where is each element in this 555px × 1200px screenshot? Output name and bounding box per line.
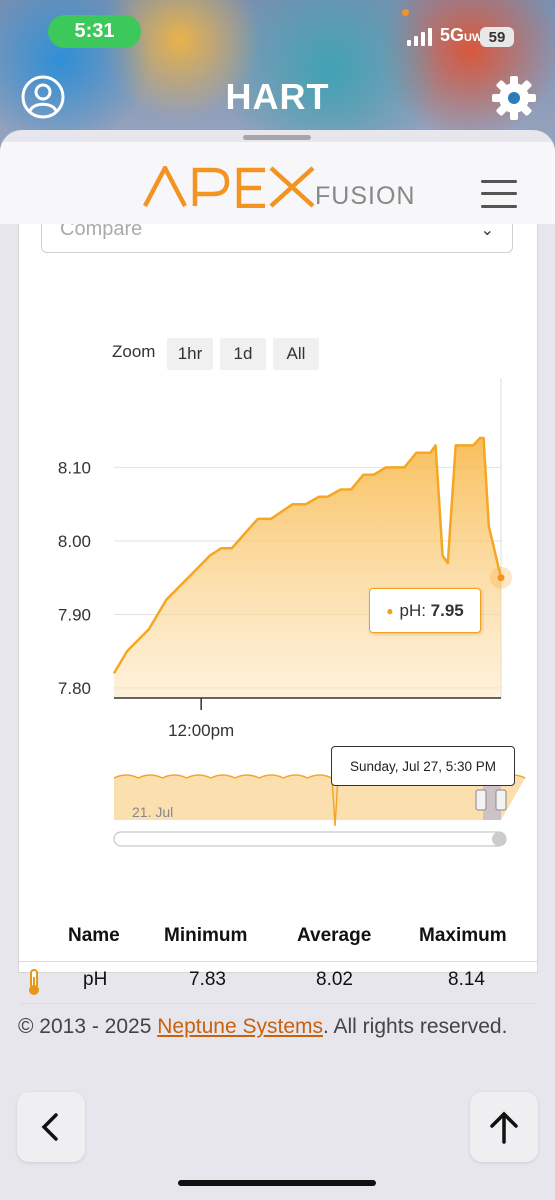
home-indicator[interactable] [178, 1180, 376, 1186]
row-avg: 8.02 [316, 969, 353, 990]
chart-tooltip: ● pH: 7.95 [369, 588, 481, 633]
page-title: HART [225, 76, 330, 117]
divider [19, 1003, 537, 1004]
y-tick-label: 7.90 [58, 605, 91, 624]
navigator-area [114, 775, 526, 820]
y-tick-label: 7.80 [58, 679, 91, 698]
scrollbar-thumb [492, 832, 506, 846]
crosshair-label: Sunday, Jul 27, 5:30 PM [331, 746, 515, 786]
apex-logo[interactable] [143, 166, 315, 208]
scroll-top-button[interactable] [470, 1092, 538, 1162]
fusion-label: FUSION [315, 182, 416, 210]
divider [19, 961, 537, 962]
hamburger-icon[interactable] [481, 180, 517, 208]
app-header: HART [0, 64, 555, 128]
header-maximum: Maximum [419, 925, 507, 946]
ph-chart[interactable]: 7.80 7.90 8.00 8.10 12:00pm 21. Jul [19, 370, 537, 870]
series-dot-icon: ● [386, 603, 394, 618]
status-bar: 5:31 5GUW 59 [0, 0, 555, 64]
x-tick-label: 12:00pm [168, 721, 234, 740]
navigator-dip [331, 777, 339, 827]
arrow-up-icon [490, 1111, 518, 1144]
chevron-down-icon: ⌄ [480, 222, 494, 239]
hover-point [497, 574, 505, 582]
zoom-1d-button[interactable]: 1d [220, 338, 266, 370]
thermometer-icon [29, 969, 39, 995]
status-time[interactable]: 5:31 [48, 15, 141, 48]
header-name: Name [68, 925, 120, 946]
navigator-handle-left[interactable] [475, 789, 487, 811]
signal-icon [407, 28, 432, 46]
row-name: pH [83, 969, 108, 990]
battery-icon: 59 [480, 27, 514, 47]
series-area [114, 438, 501, 698]
footer-copyright: © 2013 - 2025 Neptune Systems. All right… [18, 1015, 508, 1038]
zoom-label: Zoom [112, 342, 156, 361]
header-average: Average [297, 925, 372, 946]
neptune-systems-link[interactable]: Neptune Systems [157, 1015, 323, 1038]
network-label: 5GUW [440, 25, 483, 45]
sheet-grabber[interactable] [243, 135, 311, 140]
series-line [112, 436, 503, 674]
bottom-sheet: Compare ⌄ Zoom 1hr 1d All 7.80 7.90 8.00 8.… [0, 130, 555, 1200]
back-button[interactable] [17, 1092, 85, 1162]
privacy-indicator [402, 9, 409, 16]
navigator-label: 21. Jul [132, 804, 173, 820]
navigator-handle-right[interactable] [495, 789, 507, 811]
graph-card: Compare ⌄ Zoom 1hr 1d All 7.80 7.90 8.00 8.… [18, 190, 538, 1004]
zoom-all-button[interactable]: All [273, 338, 319, 370]
tooltip-value: 7.95 [430, 600, 464, 620]
header-minimum: Minimum [164, 925, 248, 946]
apex-fusion-header: FUSION [0, 142, 555, 224]
navigator-scrollbar[interactable] [113, 831, 507, 847]
y-tick-label: 8.10 [58, 458, 91, 477]
person-circle-icon[interactable] [20, 74, 66, 120]
tooltip-series: pH [399, 600, 422, 620]
y-tick-label: 8.00 [58, 532, 91, 551]
zoom-1hr-button[interactable]: 1hr [167, 338, 213, 370]
chevron-left-icon [41, 1113, 58, 1141]
row-max: 8.14 [448, 969, 485, 990]
gear-icon[interactable] [490, 74, 538, 122]
row-min: 7.83 [189, 969, 226, 990]
